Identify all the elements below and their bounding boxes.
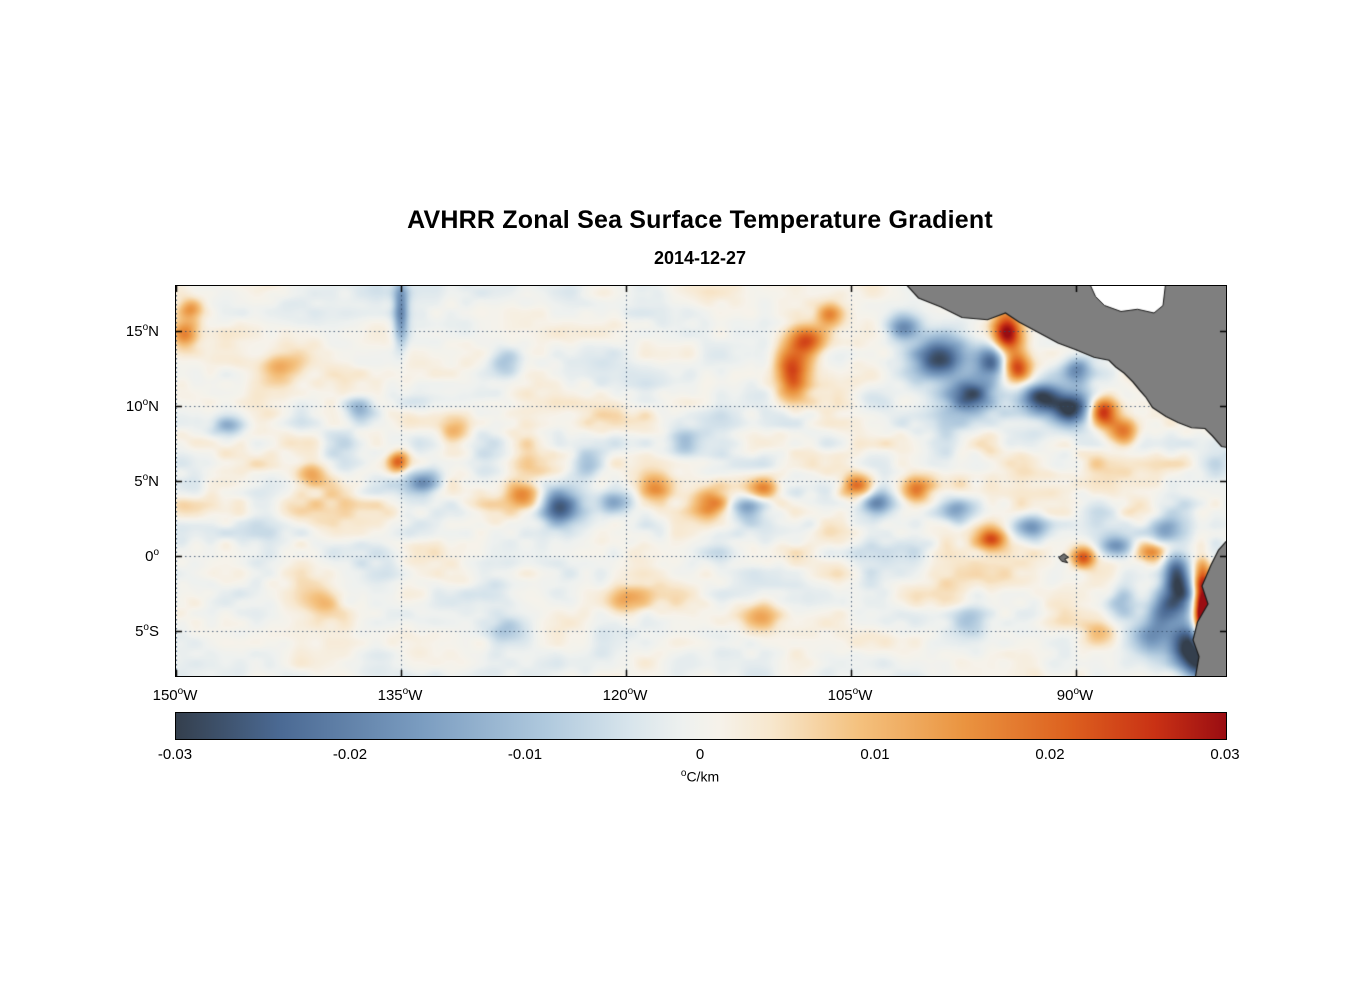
degree-symbol: o (680, 768, 687, 779)
y-tick-label: 5oS (135, 622, 159, 640)
x-tick-label: 105oW (827, 686, 873, 704)
figure-date: 2014-12-27 (653, 248, 747, 268)
y-tick-label: 0o (145, 547, 159, 565)
colorbar-unit-label: oC/km (175, 768, 1225, 785)
unit-text: C/km (686, 768, 720, 785)
colorbar-tick-label: 0 (695, 746, 705, 763)
y-tick-label: 15oN (125, 322, 159, 340)
colorbar (175, 712, 1227, 740)
colorbar-tick-label: 0.01 (860, 746, 890, 763)
x-axis-tick-labels: 150oW 135oW 120oW 105oW 90oW (153, 686, 1227, 708)
y-tick-label: 10oN (125, 397, 159, 415)
colorbar-tick-labels: -0.03 -0.02 -0.01 0 0.01 0.02 0.03 (158, 746, 1240, 764)
colorbar-tick-label: -0.03 (157, 746, 193, 763)
y-axis-tick-labels: 15oN 10oN 5oN 0o 5oS (85, 286, 167, 676)
map-plot (175, 285, 1227, 677)
x-tick-label: 150oW (152, 686, 198, 704)
sst-gradient-heatmap (176, 286, 1226, 676)
x-tick-label: 135oW (377, 686, 423, 704)
colorbar-tick-label: 0.02 (1035, 746, 1065, 763)
x-tick-label: 120oW (602, 686, 648, 704)
x-tick-label: 90oW (1056, 686, 1094, 704)
colorbar-tick-label: -0.02 (332, 746, 368, 763)
colorbar-tick-label: 0.03 (1210, 746, 1240, 763)
y-tick-label: 5oN (134, 472, 159, 490)
colorbar-tick-label: -0.01 (507, 746, 543, 763)
figure-title: AVHRR Zonal Sea Surface Temperature Grad… (407, 206, 993, 234)
